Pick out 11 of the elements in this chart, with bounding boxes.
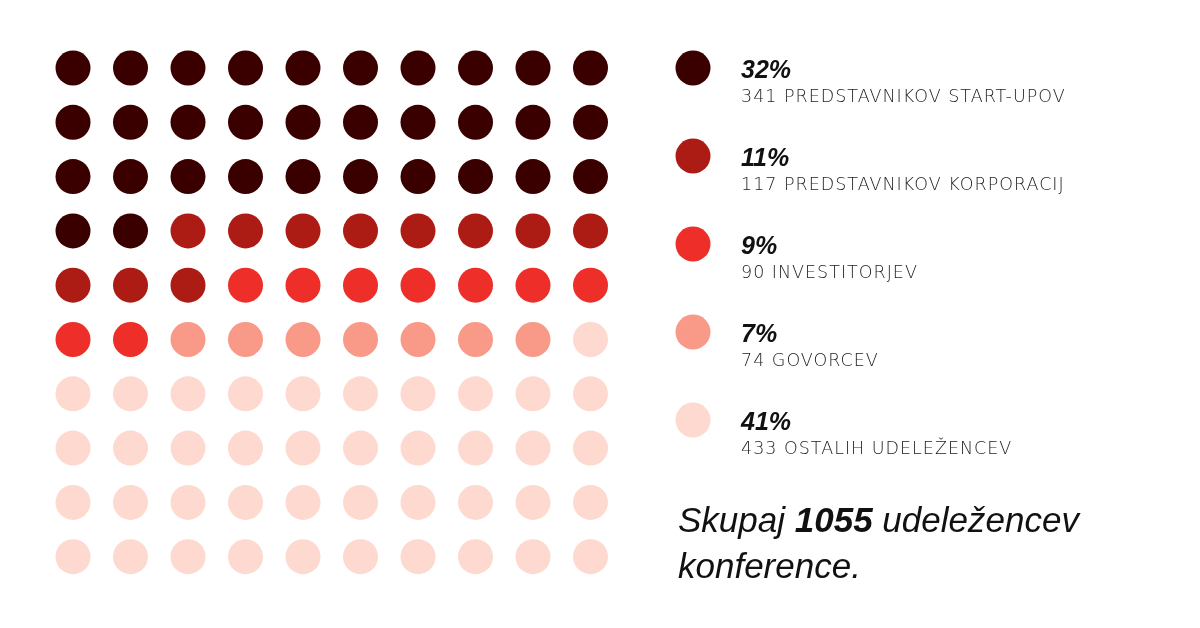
category-label: 117 PREDSTAVNIKOV KORPORACIJ [741,174,1065,194]
data-label: 32% [741,55,792,83]
category-label: 74 GOVORCEV [741,350,879,370]
data-label: 7% [741,319,778,347]
category-label: 433 OSTALIH UDELEŽENCEV [741,437,1013,458]
category-label: 90 INVESTITORJEV [741,262,918,282]
data-label: 41% [740,407,792,435]
category-label: 341 PREDSTAVNIKOV START-UPOV [741,86,1066,106]
text: Skupaj 1055 udeležencev konference. [678,500,1082,585]
data-label: 11% [741,143,790,171]
data-label: 9% [741,231,778,259]
